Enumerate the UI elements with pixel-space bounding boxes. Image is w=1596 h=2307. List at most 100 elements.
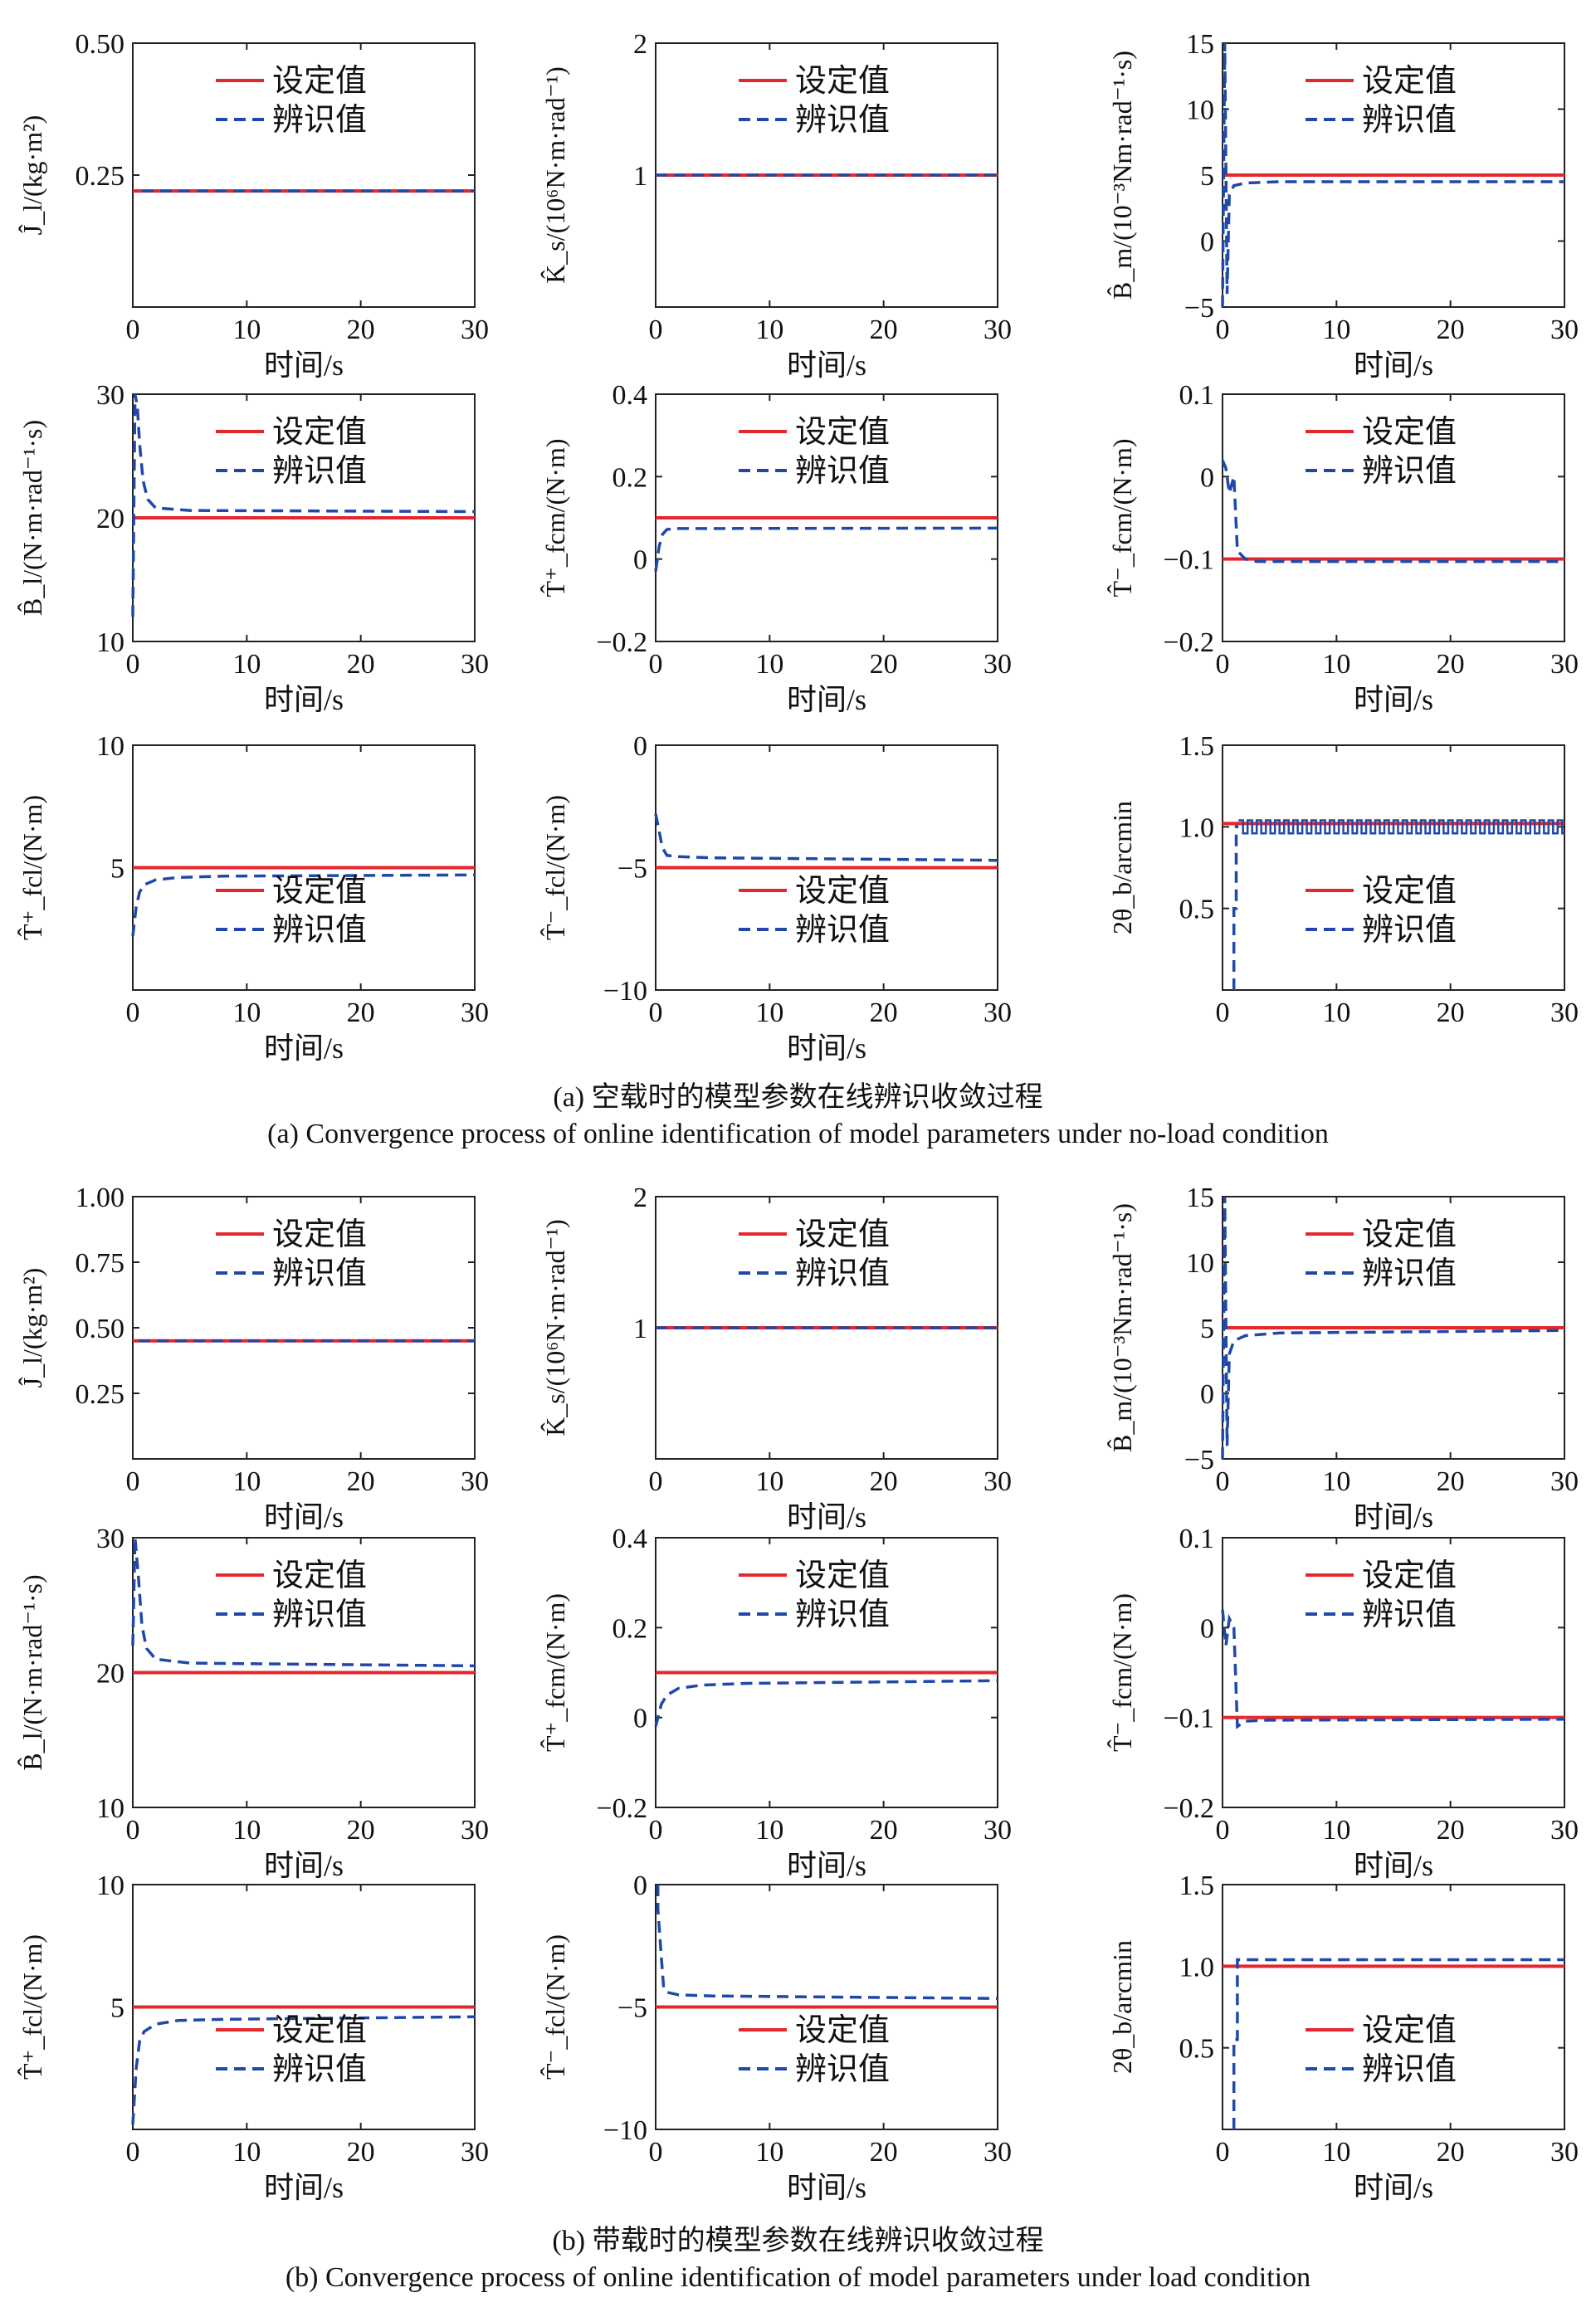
x-tick-label: 0 [1216,315,1230,345]
x-tick-label: 20 [870,315,898,345]
x-tick-label: 20 [347,997,375,1028]
y-tick-label: −0.2 [596,627,647,658]
x-tick-label: 10 [755,1815,783,1846]
y-tick-label: −0.2 [1163,627,1214,658]
y-tick-label: 0.25 [76,1379,125,1410]
x-tick-label: 10 [232,315,261,345]
plot-frame [1222,1537,1565,1808]
chart-panel-a5: 0 10 20 30−0.200.20.4时间/sT̂⁺_fcm/(N·m)设定值辨识… [540,380,1012,716]
x-tick-label: 20 [1437,315,1465,345]
x-tick-label: 30 [1550,315,1579,345]
y-tick-label: 0.4 [613,380,648,411]
legend-ident-label: 辨识值 [272,1597,367,1632]
legend-set-label: 设定值 [795,1217,890,1252]
x-tick-label: 0 [649,315,663,345]
x-tick-label: 20 [870,997,898,1028]
x-axis-label: 时间/s [264,1849,344,1882]
y-tick-label: 10 [1186,95,1214,126]
y-tick-label: −5 [1184,1445,1214,1475]
x-tick-label: 0 [126,315,140,345]
x-tick-label: 20 [1437,1466,1465,1497]
y-tick-label: 15 [1186,29,1214,60]
plot-frame [1222,1884,1565,2130]
x-tick-label: 10 [755,2137,783,2168]
identified-pulse-line [1238,819,1564,835]
identified-value-line [656,1885,998,2000]
x-axis-label: 时间/s [264,349,344,382]
y-axis-label: 2θ_b/arcmin [1107,801,1137,934]
x-tick-label: 20 [870,649,898,680]
x-axis-label: 时间/s [1354,1849,1433,1882]
identified-value-line [1221,1196,1565,1460]
x-tick-label: 10 [1322,1815,1350,1846]
y-tick-label: 0 [1200,462,1214,493]
y-tick-label: −5 [1184,293,1214,324]
y-tick-label: 1 [633,1314,647,1344]
x-tick-label: 10 [755,997,783,1028]
y-tick-label: −5 [617,854,647,885]
legend-set-label: 设定值 [795,64,890,99]
y-axis-label: Ĵ_l/(kg·m²) [17,115,47,236]
chart-panel-b1: 0 10 20 30 0.25 0.50 0.75 1.00 时间/s Ĵ_l/(kg·m²) 设定… [17,1183,489,1534]
x-tick-label: 10 [1322,1466,1350,1497]
legend-ident-label: 辨识值 [795,1597,890,1632]
legend-ident-label: 辨识值 [272,103,367,138]
y-tick-label: −5 [617,1993,647,2024]
x-tick-label: 10 [755,1466,783,1497]
x-tick-label: 20 [1437,2137,1465,2168]
x-tick-label: 0 [649,997,663,1028]
x-tick-label: 10 [1322,2137,1350,2168]
y-tick-label: −10 [603,2115,647,2146]
chart-panel-b3: 0 10 20 30−5051015时间/sB̂_m/(10⁻³Nm·rad⁻¹·s)… [1107,1183,1579,1534]
legend-set-label: 设定值 [1362,1558,1457,1593]
x-tick-label: 20 [347,1815,375,1846]
y-tick-label: 0.5 [1179,895,1215,925]
identified-value-line [654,1679,998,1727]
y-tick-label: 10 [1186,1248,1214,1279]
x-tick-label: 30 [461,997,489,1028]
y-axis-label: T̂⁺_fcm/(N·m) [540,1593,570,1752]
y-tick-label: 0 [633,545,647,576]
legend-set-label: 设定值 [1362,415,1457,450]
y-tick-label: 1.0 [1179,1952,1215,1983]
x-tick-label: 0 [649,1466,663,1497]
identified-value-line [131,1537,476,1668]
x-axis-label: 时间/s [787,1032,866,1065]
y-tick-label: 30 [96,380,124,411]
legend-ident-label: 辨识值 [1362,103,1457,138]
x-tick-label: 10 [232,997,261,1028]
legend-set-label: 设定值 [272,1558,367,1593]
x-axis-label: 时间/s [264,1500,344,1534]
y-axis-label: T̂⁺_fcm/(N·m) [540,438,570,597]
legend-ident-label: 辨识值 [795,103,890,138]
y-tick-label: 0.1 [1179,1524,1215,1554]
caption-b-cn: (b) 带载时的模型参数在线辨识收敛过程 [552,2226,1044,2256]
y-tick-label: 5 [1200,1314,1214,1344]
legend-ident-label: 辨识值 [1362,2052,1457,2087]
x-tick-label: 20 [870,1815,898,1846]
y-tick-label: 0 [633,1870,647,1901]
legend-ident-label: 辨识值 [795,1256,890,1291]
caption-a-cn: (a) 空载时的模型参数在线辨识收敛过程 [553,1082,1043,1113]
x-tick-label: 0 [126,1466,140,1497]
caption-b-en: (b) Convergence process of online identi… [285,2262,1311,2293]
legend-set-label: 设定值 [1362,2013,1457,2048]
x-tick-label: 30 [1550,1466,1579,1497]
legend-set-label: 设定值 [795,415,890,450]
y-tick-label: 5 [110,1993,124,2024]
identified-value-line [1232,825,1239,990]
y-axis-label: Ĵ_l/(kg·m²) [17,1268,47,1388]
y-axis-label: 2θ_b/arcmin [1107,1940,1137,2074]
x-tick-label: 30 [983,997,1012,1028]
y-tick-label: 10 [96,731,124,762]
x-tick-label: 0 [126,649,140,680]
